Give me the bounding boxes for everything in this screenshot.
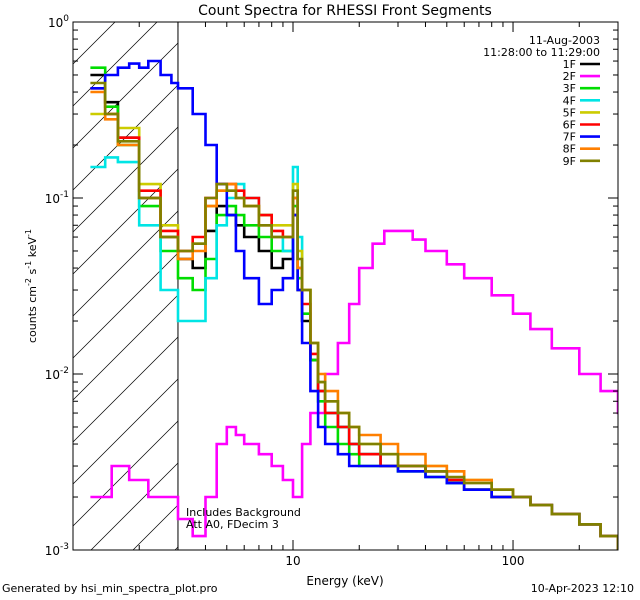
legend: 11-Aug-2003 11:28:00 to 11:29:00 1F2F3F4…	[483, 34, 600, 168]
y-tick-label: 100	[48, 14, 69, 30]
series-line-2F	[90, 229, 618, 538]
series-line-8F	[90, 90, 618, 550]
series-line-6F	[90, 87, 618, 550]
legend-label-8F: 8F	[563, 143, 576, 156]
hatch-line	[73, 294, 178, 401]
legend-label-4F: 4F	[563, 94, 576, 107]
series-line-4F	[90, 156, 618, 550]
annotation-attenuator: Att A0, FDecim 3	[186, 518, 279, 531]
series-line-3F	[90, 66, 618, 550]
x-tick-label: 10	[285, 554, 300, 568]
y-label-exp-2: -1	[24, 261, 33, 269]
legend-label-9F: 9F	[563, 155, 576, 168]
annotation-background: Includes Background	[186, 506, 301, 519]
legend-label-1F: 1F	[563, 58, 576, 71]
hatch-line	[73, 252, 178, 359]
hatch-line	[73, 210, 178, 317]
y-tick-label: 10-1	[45, 190, 69, 206]
y-label-part-2: s	[26, 268, 39, 277]
x-axis-ticks: 10 100	[72, 22, 619, 568]
hatch-line	[90, 462, 178, 550]
legend-label-6F: 6F	[563, 119, 576, 132]
y-label-exp-1: -2	[24, 278, 33, 286]
y-label-part-1: counts cm	[26, 286, 39, 343]
hatch-line	[73, 168, 178, 275]
hatch-line	[73, 126, 178, 233]
hatch-line	[73, 420, 178, 527]
y-axis-ticks: 100 10-1 10-2 10-3	[45, 14, 618, 558]
series-line-9F	[90, 81, 618, 550]
legend-label-2F: 2F	[563, 70, 576, 83]
legend-label-3F: 3F	[563, 82, 576, 95]
x-tick-label: 100	[502, 554, 525, 568]
hatch-line	[469, 22, 640, 550]
series-layer	[90, 59, 618, 550]
y-tick-label: 10-3	[45, 542, 69, 558]
legend-date: 11-Aug-2003	[529, 34, 600, 47]
legend-label-7F: 7F	[563, 131, 576, 144]
attenuator-hatch-region	[73, 22, 640, 550]
series-line-1F	[90, 73, 618, 550]
series-line-5F	[90, 112, 618, 550]
y-tick-label: 10-2	[45, 366, 69, 382]
hatch-line	[73, 378, 178, 485]
plot-frame	[72, 21, 619, 551]
hatch-line	[73, 22, 116, 65]
footer-timestamp: 10-Apr-2023 12:10	[530, 582, 634, 595]
y-label-exp-3: -1	[24, 229, 33, 237]
y-axis-label: counts cm-2 s-1 keV-1	[24, 229, 39, 343]
footer-generated-by: Generated by hsi_min_spectra_plot.pro	[2, 582, 218, 595]
y-label-part-3: keV	[26, 237, 39, 261]
hatch-line	[73, 84, 178, 191]
hatch-line	[73, 42, 178, 149]
chart-title: Count Spectra for RHESSI Front Segments	[198, 3, 492, 19]
legend-time-range: 11:28:00 to 11:29:00	[483, 46, 600, 59]
legend-label-5F: 5F	[563, 106, 576, 119]
x-axis-label: Energy (keV)	[306, 574, 383, 588]
